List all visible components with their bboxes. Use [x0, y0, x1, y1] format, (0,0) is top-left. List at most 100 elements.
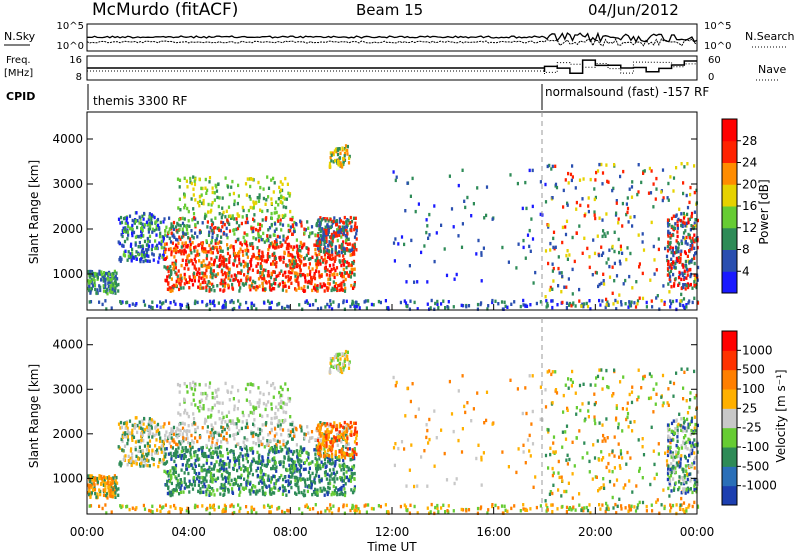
- range-cell: [327, 486, 330, 490]
- range-cell: [332, 365, 335, 369]
- range-cell: [283, 455, 286, 459]
- range-cell: [329, 299, 332, 303]
- range-cell: [286, 447, 289, 451]
- range-cell: [642, 171, 645, 175]
- range-cell: [144, 463, 147, 467]
- range-cell: [230, 274, 233, 278]
- range-cell: [613, 279, 616, 283]
- range-cell: [200, 490, 203, 494]
- range-cell: [287, 458, 290, 462]
- range-cell: [252, 206, 255, 210]
- range-cell: [331, 286, 334, 291]
- range-cell: [549, 285, 552, 290]
- range-cell: [121, 243, 124, 247]
- range-cell: [219, 433, 222, 438]
- range-cell: [161, 459, 164, 464]
- range-cell: [320, 440, 323, 444]
- range-cell: [593, 213, 596, 217]
- range-cell: [345, 220, 348, 224]
- range-cell: [171, 234, 174, 238]
- range-cell: [107, 284, 110, 289]
- range-cell: [202, 274, 205, 279]
- range-cell: [156, 448, 159, 452]
- range-cell: [159, 425, 162, 429]
- range-cell: [198, 435, 201, 440]
- range-cell: [198, 177, 201, 181]
- range-cell: [168, 441, 171, 445]
- range-cell: [650, 220, 653, 225]
- range-cell: [105, 491, 109, 496]
- range-cell: [270, 178, 273, 182]
- range-cell: [676, 230, 679, 234]
- range-cell: [203, 278, 206, 282]
- range-cell: [342, 365, 345, 370]
- range-cell: [316, 219, 320, 223]
- range-cell: [317, 467, 320, 471]
- range-cell: [114, 495, 117, 499]
- range-cell: [338, 450, 341, 454]
- range-cell: [372, 507, 375, 511]
- range-cell: [278, 301, 281, 306]
- range-cell: [670, 285, 673, 289]
- range-cell: [259, 461, 262, 465]
- range-cell: [160, 450, 163, 454]
- range-cell: [281, 387, 284, 392]
- range-cell: [259, 235, 262, 239]
- range-cell: [252, 217, 255, 221]
- range-cell: [261, 481, 264, 485]
- range-cell: [245, 483, 248, 488]
- range-cell: [158, 458, 161, 462]
- range-cell: [94, 491, 97, 496]
- range-cell: [270, 211, 273, 216]
- range-cell: [669, 275, 672, 279]
- range-cell: [353, 429, 357, 433]
- range-cell: [341, 463, 344, 467]
- range-cell: [322, 462, 325, 467]
- range-cell: [153, 420, 156, 425]
- range-cell: [258, 398, 261, 402]
- range-cell: [687, 301, 690, 305]
- range-cell: [223, 482, 226, 487]
- range-cell: [265, 464, 268, 468]
- range-cell: [342, 279, 345, 284]
- range-cell: [668, 231, 671, 236]
- range-cell: [193, 179, 196, 183]
- range-cell: [115, 271, 118, 275]
- range-cell: [553, 247, 556, 251]
- range-cell: [346, 354, 349, 358]
- range-cell: [196, 220, 199, 225]
- range-cell: [266, 380, 269, 385]
- range-cell: [244, 387, 248, 391]
- range-cell: [224, 176, 227, 180]
- range-cell: [99, 476, 102, 481]
- range-cell: [183, 428, 186, 433]
- range-cell: [694, 224, 697, 228]
- range-cell: [229, 482, 232, 487]
- range-cell: [214, 216, 217, 220]
- range-cell: [201, 451, 204, 456]
- range-cell: [179, 282, 182, 286]
- range-cell: [566, 257, 569, 261]
- range-cell: [274, 486, 277, 490]
- range-cell: [326, 224, 329, 228]
- range-cell: [696, 278, 699, 282]
- range-cell: [342, 231, 346, 236]
- range-cell: [193, 246, 196, 250]
- range-cell: [295, 244, 298, 248]
- range-cell: [204, 214, 207, 219]
- range-cell: [208, 285, 211, 290]
- range-cell: [140, 229, 143, 234]
- range-cell: [694, 238, 697, 242]
- range-cell: [201, 247, 204, 251]
- range-cell: [102, 279, 106, 283]
- range-cell: [273, 229, 276, 233]
- range-cell: [640, 180, 643, 185]
- range-cell: [264, 202, 267, 206]
- range-cell: [114, 281, 117, 285]
- range-cell: [667, 198, 670, 202]
- range-cell: [331, 250, 334, 254]
- range-cell: [157, 428, 160, 432]
- range-cell: [181, 249, 184, 253]
- range-cell: [352, 421, 356, 425]
- range-cell: [648, 166, 651, 171]
